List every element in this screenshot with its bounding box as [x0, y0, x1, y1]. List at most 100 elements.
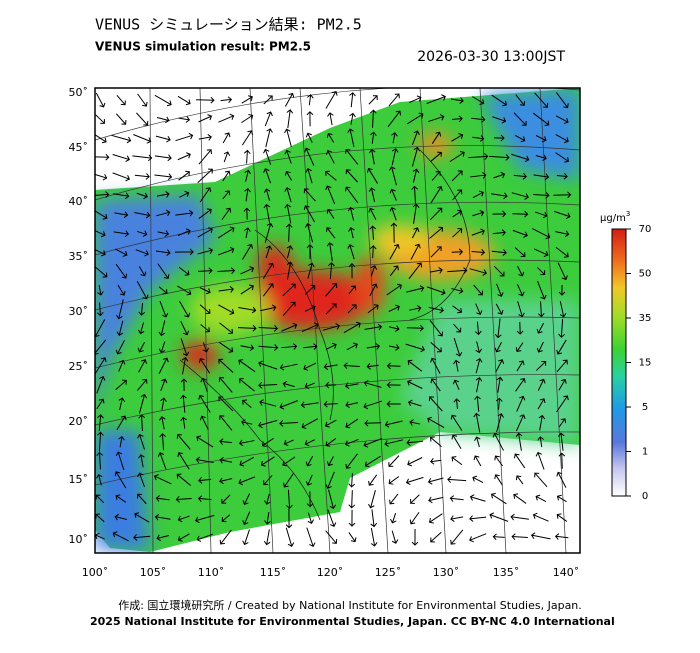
wind-arrow: [159, 300, 169, 318]
wind-arrow: [219, 477, 233, 485]
wind-arrow: [113, 192, 130, 200]
wind-arrow: [366, 343, 380, 350]
colorbar-unit: μg/m3: [600, 210, 630, 224]
wind-arrow: [133, 534, 151, 541]
wind-arrow: [469, 533, 487, 543]
wind-arrow: [284, 203, 292, 224]
wind-arrow: [429, 207, 443, 221]
wind-arrow: [495, 303, 504, 315]
wind-arrow: [134, 211, 151, 219]
wind-arrow: [368, 187, 376, 202]
wind-arrow: [536, 341, 544, 353]
wind-arrow: [556, 339, 567, 355]
lon-label: 130˚: [433, 566, 460, 579]
wind-arrow: [198, 358, 211, 374]
wind-arrow: [490, 492, 507, 505]
wind-arrow: [389, 493, 399, 505]
wind-arrow: [264, 111, 273, 127]
wind-arrow: [326, 208, 335, 219]
wind-arrow: [263, 95, 273, 105]
wind-arrow: [369, 283, 378, 297]
wind-arrow: [388, 476, 400, 485]
wind-arrow: [176, 473, 192, 486]
wind-arrow: [348, 285, 357, 295]
wind-arrow: [348, 490, 356, 509]
wind-arrow: [370, 527, 378, 547]
wind-arrow: [555, 230, 570, 238]
wind-arrow: [492, 116, 507, 124]
wind-arrow: [513, 173, 527, 180]
wind-arrow: [95, 230, 106, 238]
wind-arrow: [306, 244, 314, 260]
wind-arrow: [301, 418, 319, 429]
wind-arrow: [285, 527, 295, 547]
wind-arrow: [558, 418, 567, 428]
wind-arrow: [218, 396, 234, 412]
wind-arrow: [516, 284, 525, 297]
wind-arrow: [326, 456, 334, 467]
wind-arrow: [473, 455, 482, 467]
wind-arrow: [238, 306, 257, 314]
wind-arrow: [452, 305, 463, 314]
wind-arrow: [554, 533, 569, 540]
wind-arrow: [532, 512, 549, 522]
wind-arrow: [221, 494, 231, 504]
wind-arrow: [304, 304, 316, 312]
wind-arrow: [258, 360, 278, 370]
wind-arrow: [281, 322, 298, 332]
wind-arrow: [450, 529, 464, 545]
wind-arrow: [558, 452, 566, 469]
wind-arrow: [475, 321, 482, 336]
wind-arrow: [238, 377, 255, 392]
wind-arrow: [175, 132, 194, 142]
wind-arrow: [219, 456, 233, 464]
wind-arrow: [324, 419, 337, 428]
wind-arrow: [553, 191, 572, 199]
wind-arrow: [138, 393, 148, 414]
wind-arrow: [429, 267, 443, 274]
wind-arrow: [177, 228, 191, 236]
wind-arrow: [555, 246, 569, 258]
wind-arrow: [389, 244, 400, 260]
wind-arrow: [156, 116, 170, 124]
wind-arrow: [238, 439, 255, 447]
wind-arrow: [558, 284, 566, 296]
wind-arrow: [154, 154, 172, 162]
wind-arrow: [114, 471, 127, 489]
wind-arrow: [534, 472, 548, 488]
wind-arrow: [178, 116, 191, 123]
wind-arrow: [157, 263, 170, 279]
wind-arrow: [177, 533, 190, 542]
wind-arrow: [198, 477, 212, 484]
wind-arrow: [258, 324, 279, 332]
wind-arrow: [366, 167, 378, 184]
wind-arrow: [325, 283, 338, 297]
wind-arrow: [284, 187, 292, 203]
wind-arrow: [263, 475, 273, 486]
wind-arrow: [494, 455, 503, 467]
wind-arrow: [513, 112, 527, 126]
wind-arrow: [154, 94, 172, 107]
wind-arrow: [407, 399, 422, 407]
wind-arrow: [282, 301, 296, 317]
wind-arrow: [533, 191, 550, 199]
wind-arrow: [495, 397, 503, 410]
wind-arrow: [115, 451, 125, 471]
wind-arrow: [535, 494, 547, 503]
wind-arrow: [368, 474, 378, 486]
wind-arrow: [515, 414, 526, 432]
wind-arrow: [303, 205, 316, 223]
wind-arrow: [325, 170, 337, 181]
colorbar-tick-label: 50: [639, 269, 652, 280]
colorbar-tick-label: 15: [639, 358, 652, 369]
lon-label: 135˚: [493, 566, 520, 579]
wind-arrow: [430, 151, 442, 162]
wind-arrow: [449, 150, 465, 163]
wind-arrow: [450, 515, 464, 522]
wind-arrow: [265, 245, 273, 259]
wind-arrow: [389, 206, 397, 221]
wind-arrow: [471, 228, 485, 236]
wind-arrow: [219, 415, 233, 431]
wind-arrow: [538, 414, 546, 431]
wind-arrow: [451, 115, 463, 123]
